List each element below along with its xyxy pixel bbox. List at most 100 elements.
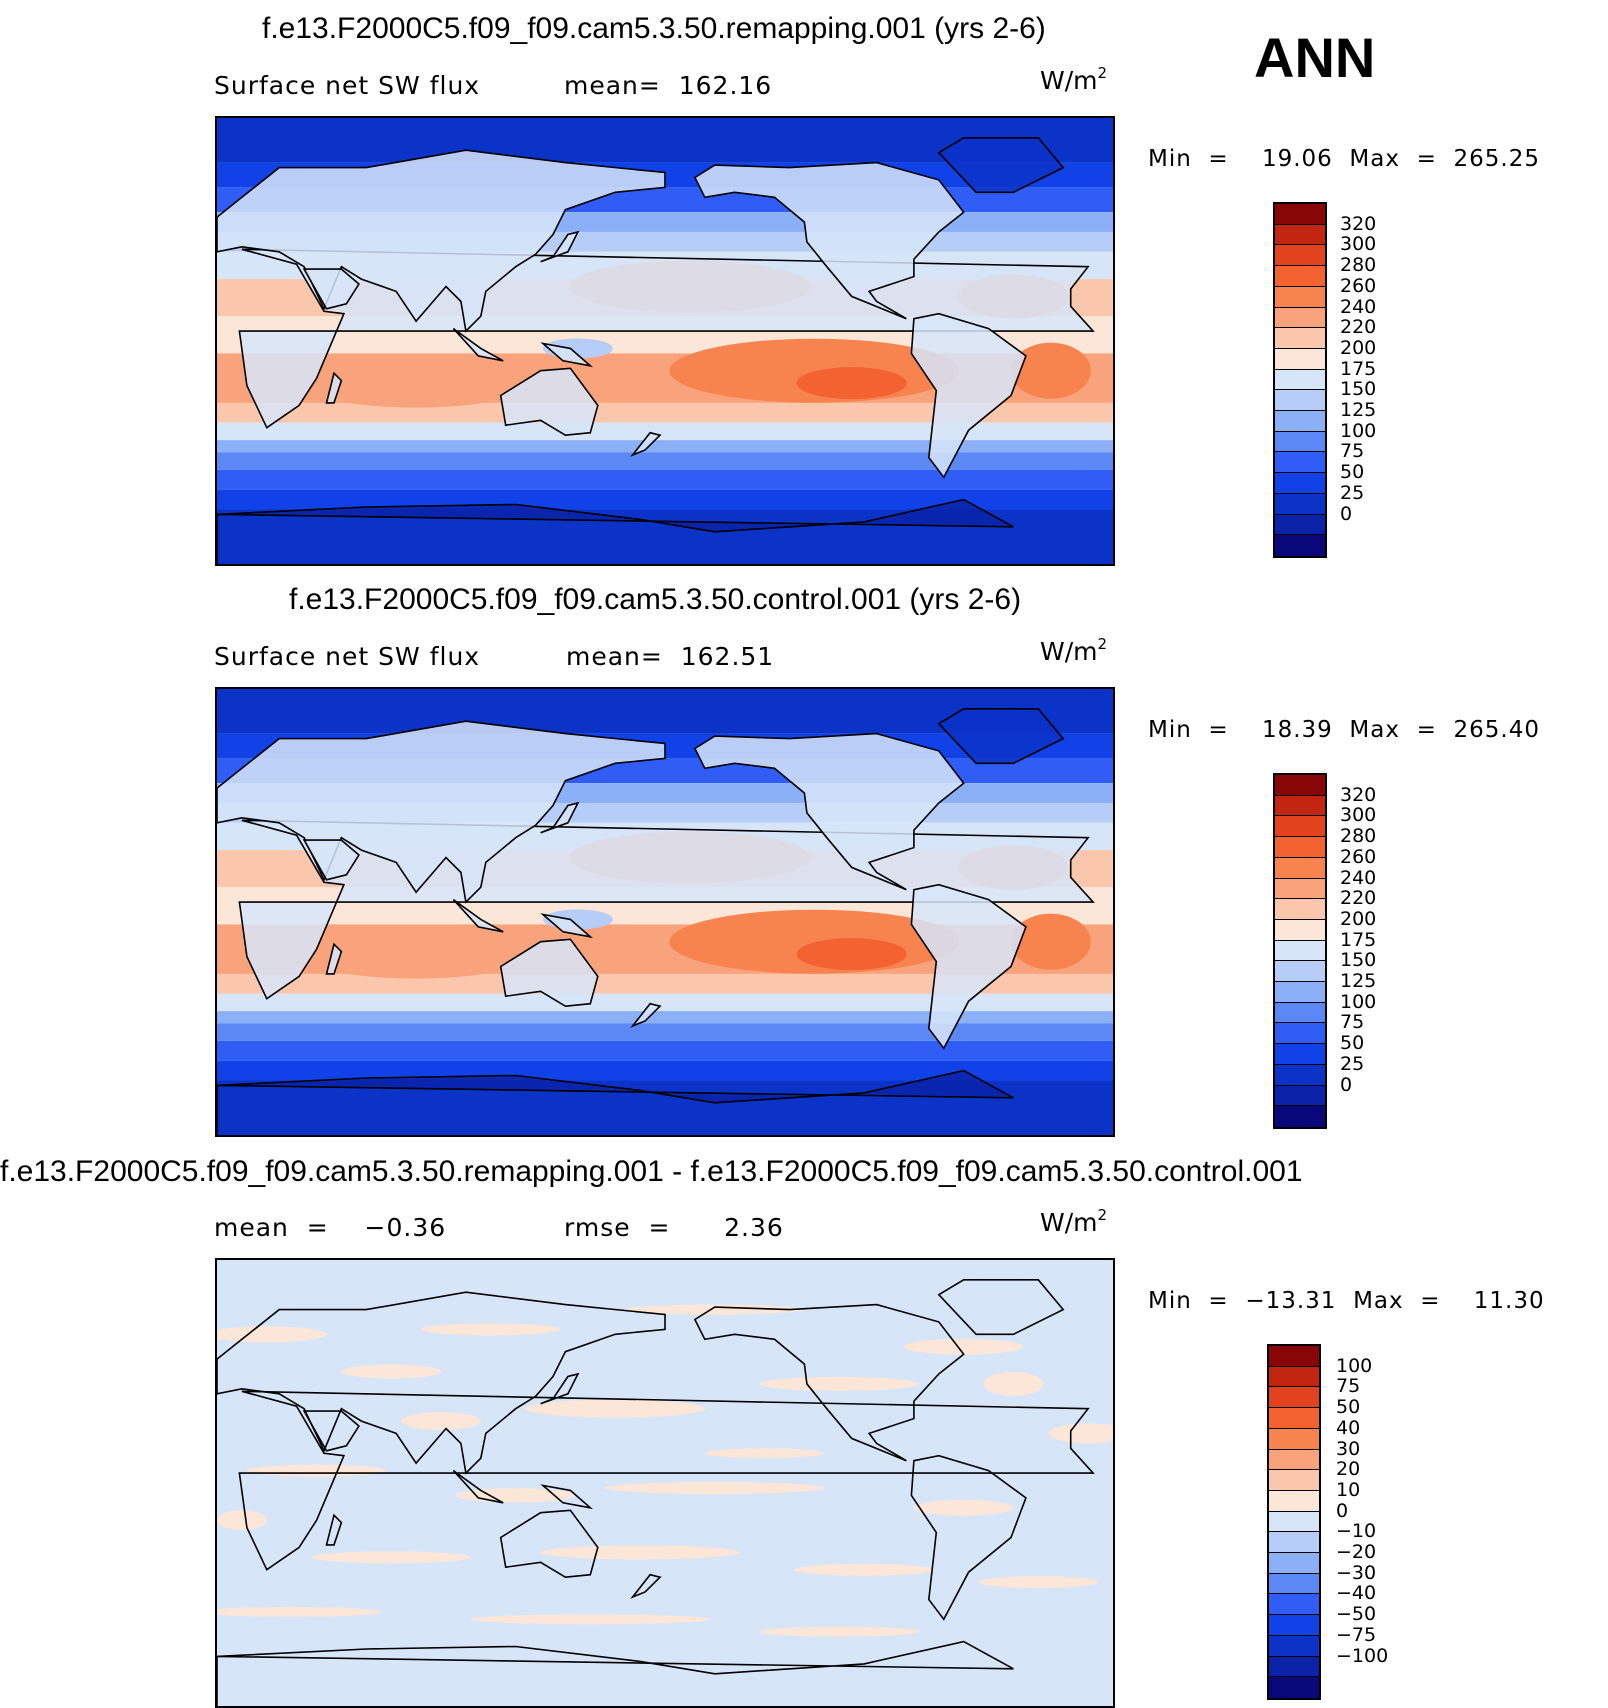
- colorbar-swatch: [1269, 1511, 1319, 1533]
- colorbar-label: 150: [1340, 949, 1377, 972]
- colorbar-swatch: [1275, 452, 1325, 474]
- coastline: [630, 1002, 662, 1028]
- colorbar-label: 150: [1340, 378, 1377, 401]
- zonal-band: [217, 973, 1113, 994]
- colorbar-label: −20: [1336, 1541, 1377, 1564]
- zonal-band: [217, 469, 1113, 490]
- panel2-colorbar: [1273, 773, 1327, 1129]
- zonal-band: [217, 1011, 1113, 1024]
- colorbar-label: 25: [1340, 481, 1365, 504]
- colorbar-label: 240: [1340, 295, 1377, 318]
- colorbar-label: −30: [1336, 1561, 1377, 1584]
- coastline: [540, 1372, 580, 1405]
- colorbar-label: 0: [1336, 1499, 1349, 1522]
- colorbar-swatch: [1275, 940, 1325, 962]
- zonal-band: [217, 1040, 1113, 1061]
- colorbar-swatch: [1269, 1594, 1319, 1616]
- coastline: [238, 1390, 1095, 1571]
- coastline: [452, 898, 504, 933]
- positive-anomaly: [759, 1376, 920, 1391]
- colorbar-swatch: [1269, 1387, 1319, 1409]
- positive-anomaly: [704, 1448, 825, 1459]
- positive-anomaly: [913, 1499, 1014, 1516]
- colorbar-label: 50: [1340, 461, 1365, 484]
- coastline: [452, 1469, 504, 1504]
- colorbar-swatch: [1275, 795, 1325, 817]
- colorbar-swatch: [1275, 1085, 1325, 1107]
- positive-anomaly: [1048, 1423, 1113, 1444]
- colorbar-label: 125: [1340, 970, 1377, 993]
- south-pacific-core: [796, 367, 907, 400]
- coastline: [937, 708, 1065, 765]
- colorbar-label: 0: [1340, 1073, 1353, 1096]
- coastline: [325, 371, 343, 404]
- coastline: [630, 431, 662, 457]
- flux-map-svg: [217, 689, 1113, 1135]
- colorbar-label: 300: [1340, 233, 1377, 256]
- colorbar-label: 260: [1340, 274, 1377, 297]
- zonal-band: [217, 489, 1113, 510]
- positive-anomaly: [540, 1545, 741, 1560]
- colorbar-label: 320: [1340, 783, 1377, 806]
- colorbar-label: 20: [1336, 1458, 1361, 1481]
- colorbar-label: 100: [1340, 419, 1377, 442]
- coastline: [540, 342, 594, 368]
- positive-anomaly: [217, 1326, 327, 1343]
- colorbar-swatch: [1275, 390, 1325, 412]
- panel1-units: W/m2: [1040, 64, 1108, 95]
- panel1-title: f.e13.F2000C5.f09_f09.cam5.3.50.remappin…: [262, 12, 1046, 45]
- colorbar-label: 25: [1340, 1052, 1365, 1075]
- colorbar-label: 240: [1340, 866, 1377, 889]
- colorbar-swatch: [1269, 1366, 1319, 1388]
- colorbar-label: 220: [1340, 887, 1377, 910]
- positive-anomaly: [978, 1576, 1099, 1589]
- colorbar-swatch: [1269, 1346, 1319, 1367]
- indian-ocean-max: [306, 363, 527, 408]
- zonal-band: [217, 1060, 1113, 1081]
- colorbar-swatch: [1269, 1408, 1319, 1429]
- colorbar-swatch: [1269, 1677, 1319, 1698]
- coastline: [540, 801, 580, 834]
- zonal-band: [217, 993, 1113, 1012]
- positive-anomaly: [794, 1563, 935, 1576]
- colorbar-swatch: [1275, 328, 1325, 349]
- colorbar-label: 50: [1336, 1396, 1361, 1419]
- colorbar-label: 30: [1336, 1437, 1361, 1460]
- indian-ocean-max: [306, 934, 527, 979]
- positive-anomaly: [604, 1481, 825, 1494]
- colorbar-swatch: [1269, 1428, 1319, 1450]
- colorbar-swatch: [1275, 369, 1325, 391]
- colorbar-label: 75: [1340, 440, 1365, 463]
- south-atlantic-max: [1010, 342, 1091, 399]
- colorbar-label: 280: [1340, 254, 1377, 277]
- coastline: [217, 1291, 666, 1475]
- panel1-mean: mean= 162.16: [564, 71, 773, 100]
- positive-anomaly: [217, 1510, 267, 1531]
- colorbar-swatch: [1275, 535, 1325, 556]
- panel3-units: W/m2: [1040, 1206, 1108, 1237]
- coastline: [937, 137, 1065, 194]
- colorbar-label: 300: [1340, 804, 1377, 827]
- colorbar-swatch: [1275, 224, 1325, 246]
- colorbar-swatch: [1275, 431, 1325, 453]
- coastline: [217, 1069, 1014, 1135]
- positive-anomaly: [401, 1412, 481, 1431]
- positive-anomaly: [217, 1606, 382, 1617]
- colorbar-label: 200: [1340, 336, 1377, 359]
- colorbar-swatch: [1275, 1023, 1325, 1045]
- south-atlantic-max: [1010, 913, 1091, 970]
- colorbar-label: −10: [1336, 1520, 1377, 1543]
- colorbar-swatch: [1269, 1635, 1319, 1657]
- positive-anomaly: [525, 1399, 706, 1418]
- positive-anomaly: [983, 1371, 1044, 1396]
- colorbar-label: 175: [1340, 357, 1377, 380]
- colorbar-swatch: [1275, 204, 1325, 225]
- colorbar-label: 260: [1340, 845, 1377, 868]
- colorbar-label: 0: [1340, 502, 1353, 525]
- zonal-band: [217, 452, 1113, 470]
- colorbar-label: 175: [1340, 928, 1377, 951]
- panel2-title: f.e13.F2000C5.f09_f09.cam5.3.50.control.…: [289, 583, 1022, 616]
- panel3-mean: mean = −0.36: [214, 1213, 447, 1242]
- colorbar-swatch: [1269, 1615, 1319, 1636]
- coastline: [499, 938, 599, 1008]
